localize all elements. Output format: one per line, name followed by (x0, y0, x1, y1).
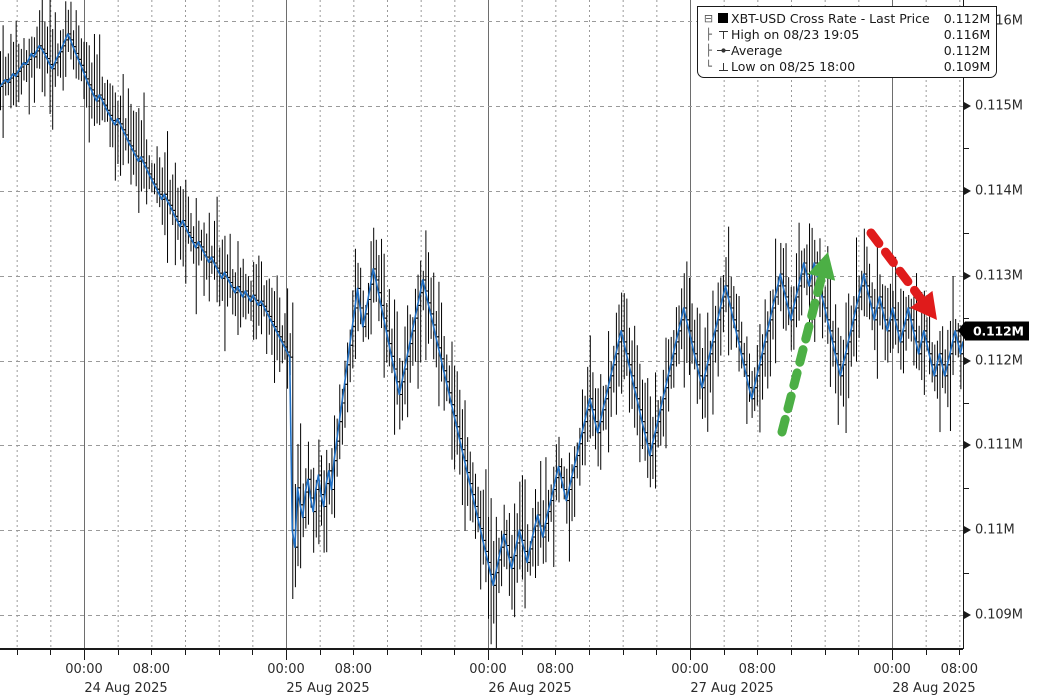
x-major-tick (690, 649, 691, 660)
x-minor-tick (421, 649, 422, 655)
y-tick-label: 0.109M (975, 607, 1023, 623)
y-tick-arrow (964, 611, 971, 620)
x-tick-time: 08:00 (334, 662, 373, 677)
x-minor-tick (858, 649, 859, 655)
y-minor-tick (963, 488, 969, 489)
legend-row[interactable]: ⊟ XBT-USD Cross Rate - Last Price 0.112M (702, 10, 990, 26)
average-marker-icon (715, 45, 731, 56)
legend-value: 0.112M (943, 42, 991, 58)
x-tick-date: 24 Aug 2025 (84, 681, 168, 696)
x-tick-time: 08:00 (738, 662, 777, 677)
x-tick-date: 26 Aug 2025 (488, 681, 572, 696)
price-line (0, 33, 963, 587)
high-marker-icon (715, 29, 731, 40)
y-axis[interactable]: 0.116M 0.115M 0.114M 0.113M 0.112M 0.111M 0.11… (958, 0, 1041, 649)
tree-branch-icon: ├ (705, 43, 712, 57)
y-tick-arrow (964, 271, 971, 280)
y-minor-tick (963, 403, 969, 404)
y-tick-arrow (964, 441, 971, 450)
x-minor-tick (353, 649, 354, 655)
y-minor-tick (963, 148, 969, 149)
x-minor-tick (118, 649, 119, 655)
x-minor-tick (791, 649, 792, 655)
y-tick-label: 0.113M (975, 268, 1023, 284)
x-minor-tick (926, 649, 927, 655)
x-minor-tick (17, 649, 18, 655)
tree-branch-icon: ├ (705, 27, 712, 41)
x-tick-time: 00:00 (267, 662, 305, 677)
chart-legend[interactable]: ⊟ XBT-USD Cross Rate - Last Price 0.112M ├ H… (697, 6, 998, 78)
y-tick-arrow (964, 186, 971, 195)
x-tick-time: 08:00 (132, 662, 171, 677)
x-tick-time: 00:00 (873, 662, 911, 677)
legend-label: Low on 08/25 18:00 (731, 58, 856, 74)
x-tick-time: 00:00 (65, 662, 103, 677)
vertical-gridlines (16, 0, 961, 649)
x-minor-tick (185, 649, 186, 655)
x-minor-tick (589, 649, 590, 655)
y-minor-tick (963, 318, 969, 319)
legend-row[interactable]: ├ Average 0.112M (702, 42, 990, 58)
x-major-tick (286, 649, 287, 660)
legend-label: High on 08/23 19:05 (731, 26, 860, 42)
trend-annotations (777, 228, 937, 437)
x-tick-time: 08:00 (536, 662, 575, 677)
x-minor-tick (555, 649, 556, 655)
x-minor-tick (724, 649, 725, 655)
y-minor-tick (963, 573, 969, 574)
x-tick-date: 28 Aug 2025 (892, 681, 976, 696)
x-minor-tick (151, 649, 152, 655)
x-tick-date: 25 Aug 2025 (286, 681, 370, 696)
x-minor-tick (959, 649, 960, 655)
y-tick-arrow (964, 526, 971, 535)
y-tick-label: 0.112M (975, 353, 1023, 369)
legend-label: XBT-USD Cross Rate - Last Price (731, 10, 930, 26)
x-minor-tick (656, 649, 657, 655)
collapse-toggle-icon[interactable]: ⊟ (703, 11, 714, 25)
x-tick-time: 08:00 (940, 662, 979, 677)
x-axis[interactable]: 00:00 08:00 24 Aug 2025 00:00 08:00 25 Aug 20… (0, 649, 1041, 698)
x-minor-tick (219, 649, 220, 655)
price-chart-svg (0, 0, 963, 649)
x-minor-tick (252, 649, 253, 655)
x-major-tick (488, 649, 489, 660)
series-color-swatch-icon (715, 13, 731, 23)
x-minor-tick (522, 649, 523, 655)
x-major-tick (892, 649, 893, 660)
x-minor-tick (825, 649, 826, 655)
legend-value: 0.109M (943, 58, 991, 74)
legend-row[interactable]: ├ High on 08/23 19:05 0.116M (702, 26, 990, 42)
legend-value: 0.116M (943, 26, 991, 42)
x-minor-tick (454, 649, 455, 655)
y-tick-label: 0.11M (975, 522, 1015, 538)
x-minor-tick (387, 649, 388, 655)
x-tick-time: 00:00 (671, 662, 709, 677)
legend-row[interactable]: └ Low on 08/25 18:00 0.109M (702, 58, 990, 74)
x-minor-tick (623, 649, 624, 655)
low-marker-icon (715, 61, 731, 72)
y-tick-label: 0.111M (975, 437, 1023, 453)
y-tick-label: 0.115M (975, 98, 1023, 114)
x-tick-date: 27 Aug 2025 (690, 681, 774, 696)
y-tick-arrow (964, 102, 971, 111)
x-major-tick (84, 649, 85, 660)
y-minor-tick (963, 233, 969, 234)
legend-label: Average (731, 42, 783, 58)
price-plot-area[interactable] (0, 0, 963, 649)
ohlc-bars (0, 0, 963, 649)
x-axis-line (0, 649, 963, 650)
y-tick-arrow (964, 356, 971, 365)
legend-value: 0.112M (943, 10, 991, 26)
x-minor-tick (320, 649, 321, 655)
x-minor-tick (757, 649, 758, 655)
y-tick-label: 0.114M (975, 183, 1023, 199)
x-tick-time: 00:00 (469, 662, 507, 677)
last-price-tag: 0.112M (958, 321, 1029, 341)
x-minor-tick (50, 649, 51, 655)
tree-branch-icon: └ (705, 59, 712, 73)
